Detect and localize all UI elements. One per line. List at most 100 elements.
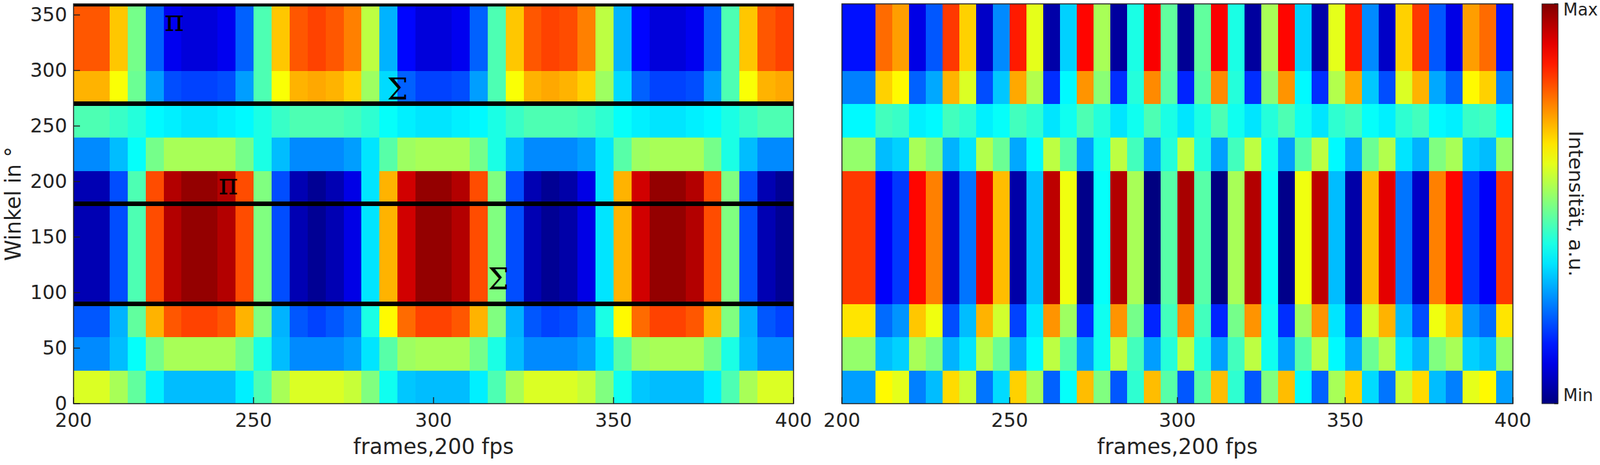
heat-cell — [1177, 3, 1195, 38]
heat-cell — [541, 37, 560, 71]
heat-cell — [721, 170, 740, 204]
heat-cell — [109, 303, 129, 337]
heat-cell — [559, 203, 579, 238]
heat-cell — [757, 303, 777, 337]
heat-cell — [1361, 170, 1380, 204]
heat-cell — [1076, 303, 1095, 337]
heat-cell — [649, 303, 669, 337]
heat-cell — [1194, 3, 1212, 38]
heat-cell — [451, 136, 471, 171]
heat-cell — [1160, 136, 1179, 171]
heat-cell — [145, 236, 165, 271]
heat-cell — [649, 170, 669, 204]
heat-cell — [1445, 369, 1464, 404]
heat-cell — [1345, 103, 1363, 138]
heat-cell — [1177, 203, 1195, 238]
heat-cell — [1127, 37, 1145, 71]
y-tick — [73, 180, 80, 182]
heat-cell — [992, 303, 1011, 337]
heat-cell — [1462, 336, 1480, 371]
heat-cell — [1244, 70, 1262, 104]
heat-cell — [73, 369, 93, 404]
heat-cell — [541, 236, 560, 271]
heat-cell — [909, 203, 927, 238]
heat-cell — [415, 270, 435, 304]
heat-cell — [685, 136, 705, 171]
y-tick — [73, 69, 80, 71]
heat-cell — [343, 336, 363, 371]
heat-cell — [73, 170, 93, 204]
heat-cell — [1261, 3, 1279, 38]
heat-cell — [1143, 203, 1162, 238]
heat-cell — [1278, 336, 1296, 371]
heat-cell — [523, 270, 543, 304]
heat-cell — [685, 37, 705, 71]
x-tick-label: 300 — [414, 408, 452, 431]
heat-cell — [875, 3, 893, 38]
heat-cell — [892, 270, 910, 304]
heat-cell — [739, 203, 759, 238]
heat-cell — [1194, 37, 1212, 71]
heat-cell — [505, 136, 525, 171]
reference-line — [73, 101, 794, 106]
heat-cell — [1328, 203, 1346, 238]
heat-cell — [379, 103, 399, 138]
heat-cell — [841, 103, 860, 138]
heat-cell — [1009, 236, 1028, 271]
heat-cell — [1160, 369, 1179, 404]
heat-cell — [595, 170, 615, 204]
heat-cell — [685, 3, 705, 38]
heat-cell — [1009, 369, 1028, 404]
heat-cell — [1395, 136, 1413, 171]
heat-cell — [841, 136, 860, 171]
heat-cell — [109, 170, 129, 204]
heat-cell — [235, 170, 255, 204]
heat-cell — [892, 369, 910, 404]
heat-cell — [1496, 336, 1513, 371]
heat-cell — [1127, 203, 1145, 238]
heat-cell — [721, 236, 740, 271]
heat-cell — [595, 336, 615, 371]
heat-cell — [1227, 369, 1246, 404]
heat-cell — [1143, 170, 1162, 204]
heat-cell — [703, 136, 723, 171]
heat-cell — [757, 136, 777, 171]
heat-cell — [1328, 136, 1346, 171]
heat-cell — [343, 103, 363, 138]
heat-cell — [685, 270, 705, 304]
heat-cell — [289, 270, 309, 304]
heat-cell — [631, 170, 651, 204]
heat-cell — [841, 70, 860, 104]
heat-cell — [775, 37, 794, 71]
heat-cell — [1412, 236, 1430, 271]
heat-cell — [1177, 369, 1195, 404]
heat-cell — [217, 103, 237, 138]
heat-cell — [959, 103, 977, 138]
heat-cell — [163, 37, 183, 71]
heat-cell — [959, 170, 977, 204]
heat-cell — [775, 103, 794, 138]
heat-cell — [909, 136, 927, 171]
heat-cell — [1361, 270, 1380, 304]
heat-cell — [942, 170, 960, 204]
heat-cell — [1060, 336, 1078, 371]
heat-cell — [181, 303, 200, 337]
heat-cell — [1194, 303, 1212, 337]
heat-cell — [253, 37, 273, 71]
heat-cell — [775, 3, 794, 38]
heat-cell — [1479, 236, 1497, 271]
heat-cell — [163, 303, 183, 337]
heat-cell — [1110, 136, 1128, 171]
heat-cell — [1462, 37, 1480, 71]
heat-cell — [631, 303, 651, 337]
heat-cell — [1412, 270, 1430, 304]
heat-cell — [909, 170, 927, 204]
heat-cell — [1278, 369, 1296, 404]
heat-cell — [1227, 270, 1246, 304]
heat-cell — [667, 136, 687, 171]
heat-cell — [469, 37, 489, 71]
heat-cell — [307, 336, 327, 371]
heat-cell — [415, 303, 435, 337]
heat-cell — [667, 103, 687, 138]
heat-cell — [1345, 170, 1363, 204]
